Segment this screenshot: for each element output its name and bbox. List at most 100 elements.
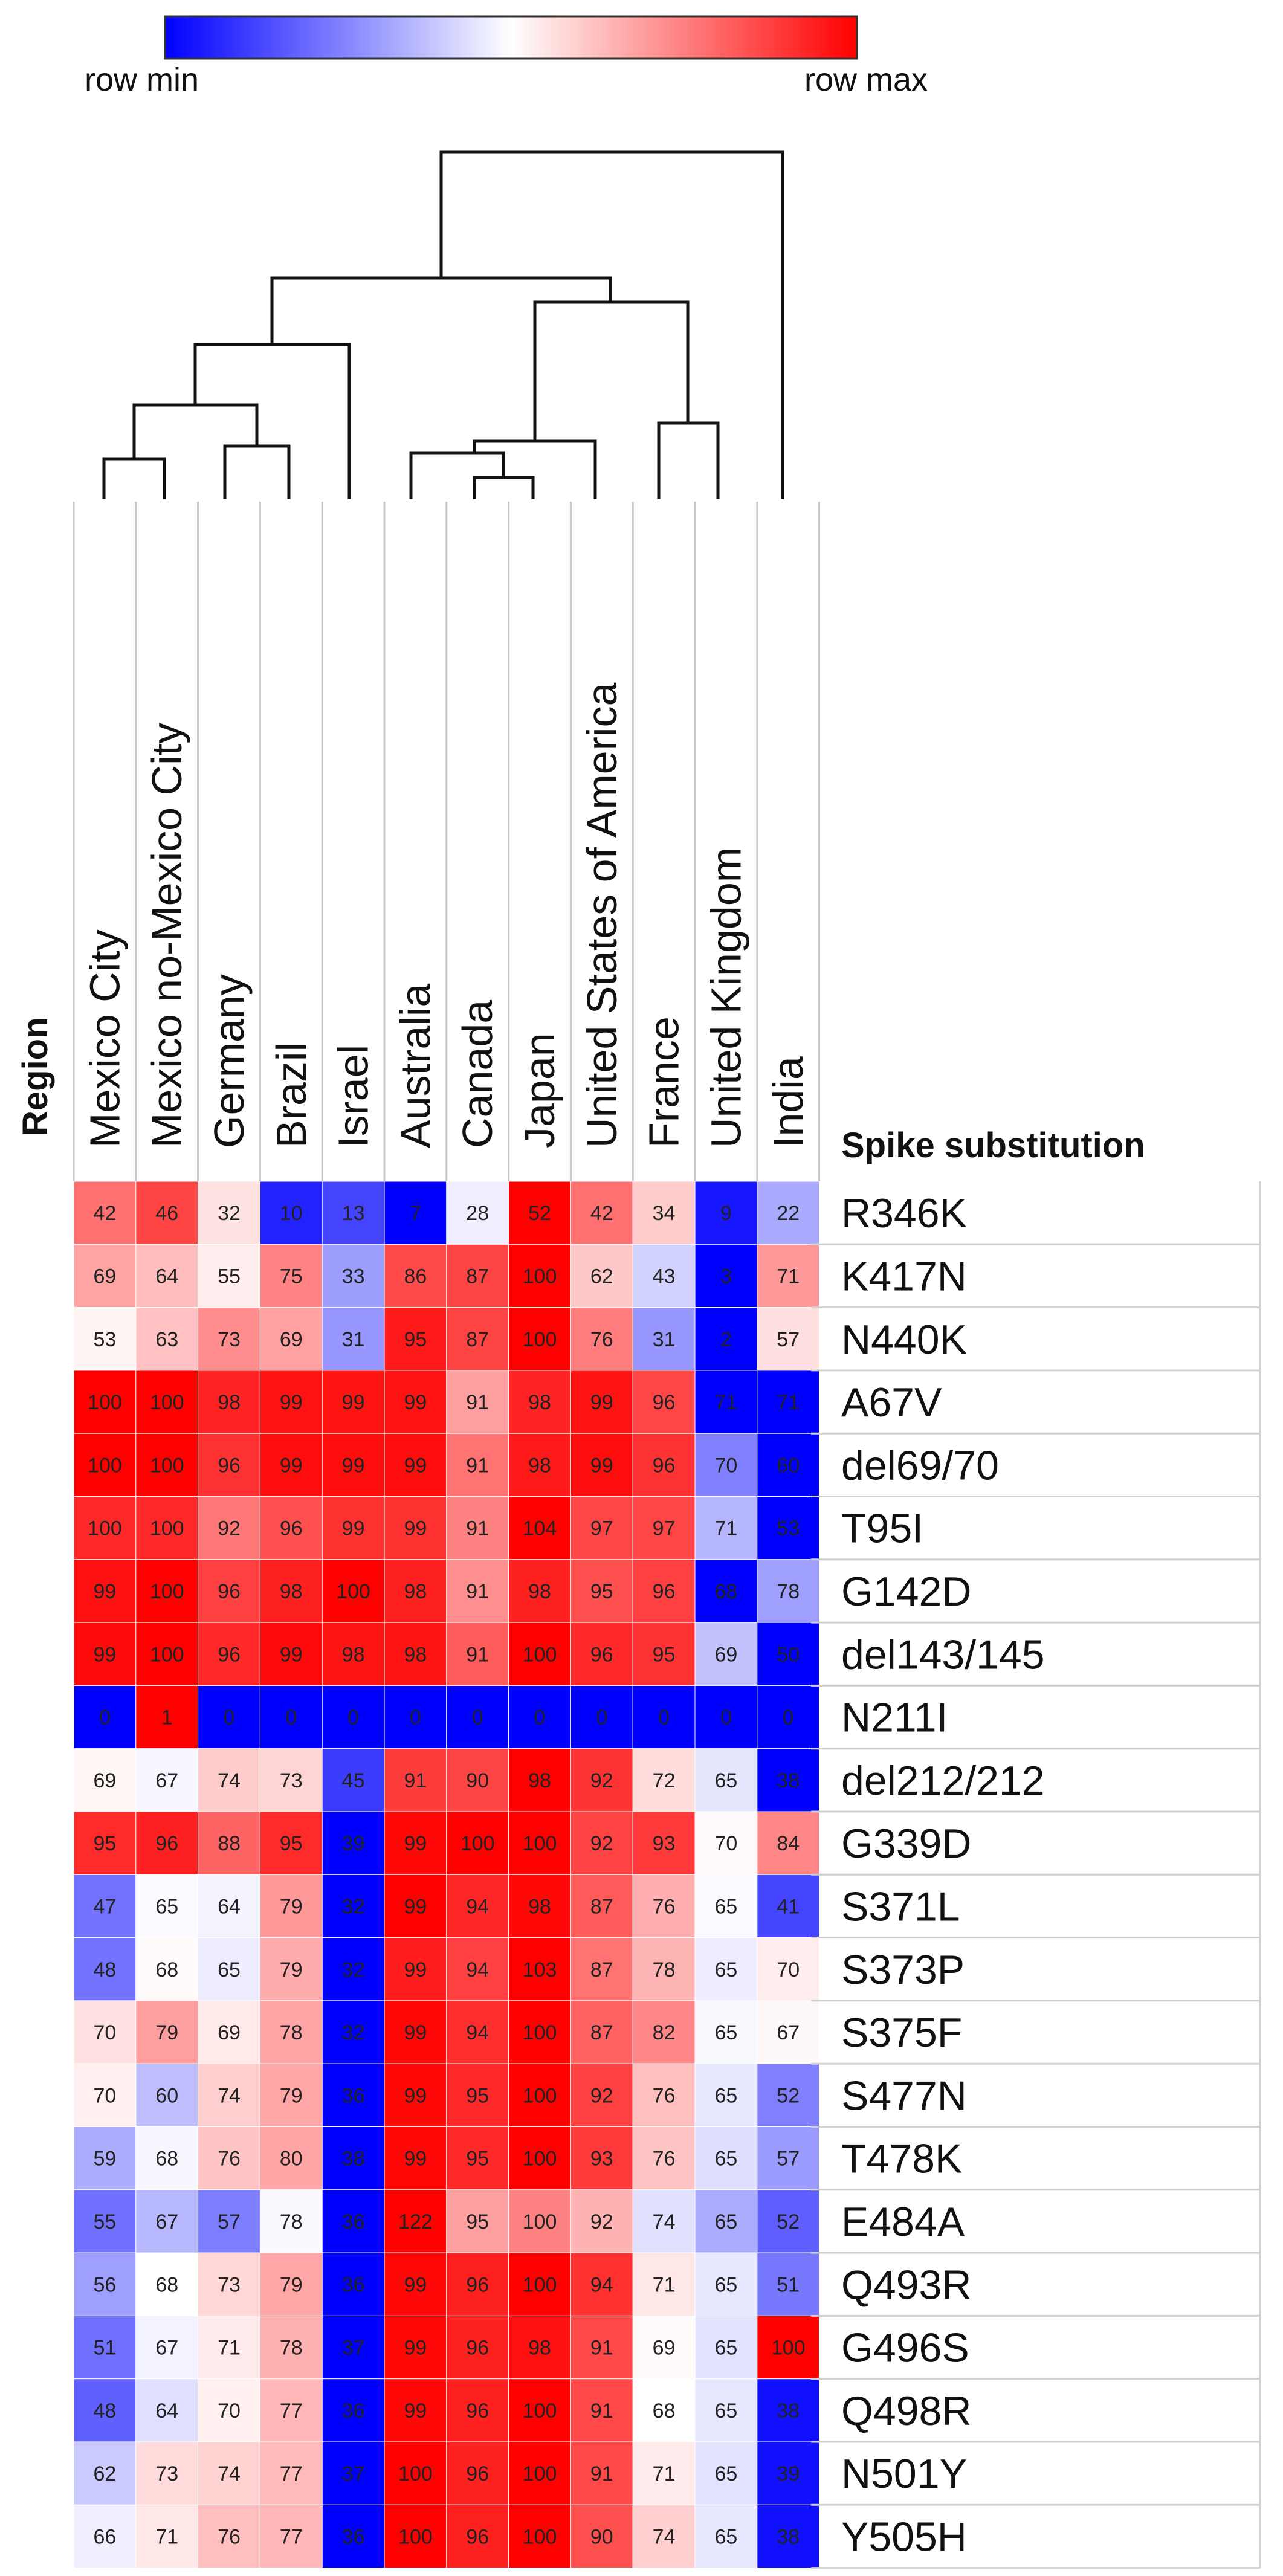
cell-value-label: 70 <box>93 2021 116 2044</box>
column-label: Israel <box>330 1045 377 1148</box>
cell-value-label: 0 <box>99 1706 111 1729</box>
heatmap-cell <box>757 1307 820 1371</box>
dendro-left-right-join <box>270 276 612 344</box>
heatmap-cell <box>694 1370 758 1434</box>
cell-value-label: 68 <box>155 1958 178 1981</box>
cell-value-label: 57 <box>777 2148 800 2171</box>
heatmap-cell <box>508 1307 571 1371</box>
heatmap-cell <box>508 1685 571 1749</box>
heatmap-cell <box>259 1937 323 2001</box>
cell-value-label: 99 <box>93 1580 116 1603</box>
row-label: N211I <box>841 1695 948 1741</box>
heatmap-cell <box>322 1622 385 1686</box>
cell-value-label: 36 <box>342 2525 365 2548</box>
row-label: S371L <box>841 1884 960 1929</box>
heatmap-cell <box>570 1307 633 1371</box>
row-label: del143/145 <box>841 1632 1045 1677</box>
cell-value-label: 57 <box>218 2210 241 2233</box>
cell-value-label: 65 <box>714 2084 737 2107</box>
heatmap-cell <box>446 1685 509 1749</box>
heatmap-cell <box>446 2126 509 2190</box>
cell-value-label: 74 <box>218 1769 241 1792</box>
heatmap-cell <box>384 1181 447 1245</box>
heatmap-cell <box>694 1937 758 2001</box>
heatmap-cell <box>384 1307 447 1371</box>
cell-value-label: 69 <box>93 1769 116 1792</box>
cell-value-label: 53 <box>93 1328 116 1351</box>
cell-value-label: 34 <box>653 1202 676 1225</box>
heatmap-cell <box>198 2252 260 2316</box>
cell-value-label: 69 <box>653 2337 676 2360</box>
heatmap-cell <box>757 2504 820 2569</box>
cell-value-label: 66 <box>93 2525 116 2548</box>
cell-value-label: 100 <box>523 2525 557 2548</box>
column-label: Mexico no-Mexico City <box>143 723 190 1148</box>
heatmap-cell <box>73 2441 137 2505</box>
cell-value-label: 95 <box>280 1832 303 1855</box>
heatmap-cell <box>322 1181 385 1245</box>
cell-value-label: 98 <box>404 1643 427 1666</box>
cell-value-label: 73 <box>155 2462 178 2485</box>
heatmap-cell <box>632 2189 696 2253</box>
cell-value-label: 99 <box>342 1391 365 1414</box>
cell-value-label: 98 <box>528 1391 551 1414</box>
cell-value-label: 52 <box>777 2210 800 2233</box>
cell-value-label: 64 <box>218 1895 241 1918</box>
cell-value-label: 99 <box>404 2021 427 2044</box>
heatmap-cell <box>384 1496 447 1560</box>
cell-value-label: 95 <box>404 1328 427 1351</box>
heatmap-cell <box>757 1244 820 1308</box>
row-label: S477N <box>841 2073 967 2119</box>
cell-value-label: 52 <box>528 1202 551 1225</box>
heatmap-cell <box>632 1370 696 1434</box>
cell-value-label: 91 <box>466 1454 489 1477</box>
cell-value-label: 98 <box>528 1454 551 1477</box>
heatmap-cell <box>508 1244 571 1308</box>
row-label: Q493R <box>841 2262 971 2308</box>
heatmap-cell <box>198 2504 260 2569</box>
cell-value-label: 36 <box>342 2084 365 2107</box>
cell-value-label: 90 <box>466 1769 489 1792</box>
cell-value-label: 39 <box>777 2462 800 2485</box>
cell-value-label: 99 <box>590 1391 613 1414</box>
heatmap-cell <box>694 1811 758 1875</box>
cell-value-label: 65 <box>714 1769 737 1792</box>
cell-value-label: 100 <box>523 1832 557 1855</box>
cell-value-label: 68 <box>155 2273 178 2296</box>
heatmap-cell <box>446 1370 509 1434</box>
heatmap-cell <box>73 1622 137 1686</box>
row-label: G496S <box>841 2325 969 2371</box>
heatmap-cell <box>73 1937 137 2001</box>
cell-value-label: 0 <box>596 1706 607 1729</box>
heatmap-cell <box>694 2504 758 2569</box>
heatmap-cell <box>322 1496 385 1560</box>
heatmap-cell <box>135 1748 199 1812</box>
heatmap-cell <box>508 1181 571 1245</box>
heatmap-cell <box>384 1748 447 1812</box>
heatmap-cell <box>757 2441 820 2505</box>
cell-value-label: 48 <box>93 1958 116 1981</box>
cell-value-label: 87 <box>590 2021 613 2044</box>
row-label: A67V <box>841 1380 942 1425</box>
cell-value-label: 70 <box>714 1832 737 1855</box>
cell-value-label: 98 <box>528 1895 551 1918</box>
cell-value-label: 87 <box>590 1895 613 1918</box>
row-label: N440K <box>841 1317 967 1363</box>
dendro-root <box>439 150 784 499</box>
dendro-usa-join <box>473 439 597 499</box>
cell-value-label: 39 <box>342 1832 365 1855</box>
cell-value-label: 60 <box>155 2084 178 2107</box>
cell-value-label: 100 <box>523 2462 557 2485</box>
row-label: del212/212 <box>841 1758 1045 1804</box>
heatmap-cell <box>632 2315 696 2380</box>
cell-value-label: 76 <box>218 2148 241 2171</box>
heatmap-cell <box>135 1307 199 1371</box>
heatmap-cell <box>570 1811 633 1875</box>
cell-value-label: 71 <box>714 1391 737 1414</box>
cell-value-label: 71 <box>155 2525 178 2548</box>
heatmap-cell <box>446 2000 509 2064</box>
cell-value-label: 65 <box>714 1958 737 1981</box>
heatmap-cell <box>508 1937 571 2001</box>
heatmap-cell <box>259 1874 323 1938</box>
cell-value-label: 95 <box>466 2084 489 2107</box>
